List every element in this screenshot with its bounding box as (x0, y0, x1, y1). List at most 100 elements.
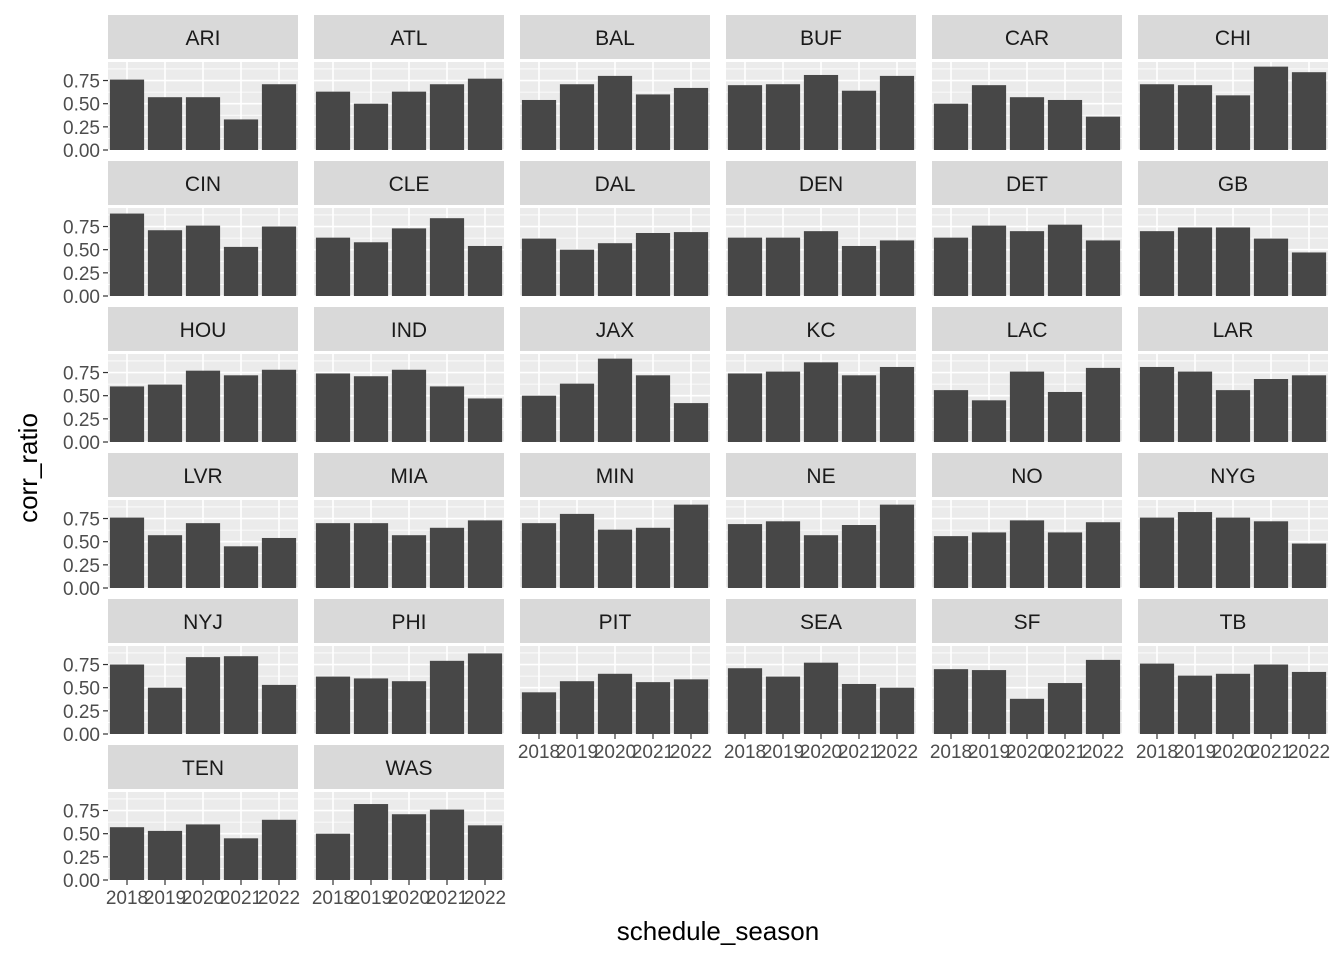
bar (597, 529, 633, 588)
facet-strip (108, 307, 298, 351)
bar (1253, 379, 1289, 442)
facet-strip-label: WAS (385, 757, 432, 780)
bar (1139, 663, 1175, 734)
bar (353, 523, 389, 588)
x-tick-label: 2018 (1136, 742, 1178, 763)
facet-panel-jax: JAX (520, 307, 710, 443)
bar (673, 87, 709, 150)
bar (673, 504, 709, 588)
facet-strip-label: DEN (799, 173, 843, 196)
facet-strip (1138, 453, 1328, 497)
bar (933, 536, 969, 588)
facet-panel-mia: MIA (314, 453, 504, 589)
bar (1047, 532, 1083, 588)
facet-strip (520, 15, 710, 59)
y-axis-title: corr_ratio (13, 413, 43, 523)
bar (635, 94, 671, 150)
bar (185, 657, 221, 734)
bar (971, 400, 1007, 442)
facet-panel-den: DEN (726, 161, 916, 297)
facet-strip-label: BAL (595, 27, 635, 50)
bar (261, 84, 297, 150)
facet-panel-ind: IND (314, 307, 504, 443)
bar (879, 366, 915, 442)
bar (933, 390, 969, 442)
facet-panel-lar: LAR (1138, 307, 1328, 443)
bar (841, 375, 877, 442)
x-tick-label: 2019 (1174, 742, 1216, 763)
bar (353, 376, 389, 442)
facet-panel-buf: BUF (726, 15, 916, 151)
y-tick-label: 0.50 (63, 825, 100, 846)
facet-strip (314, 599, 504, 643)
bar (147, 97, 183, 150)
x-tick-label: 2022 (670, 742, 712, 763)
bar (673, 679, 709, 734)
facet-panel-cle: CLE (314, 161, 504, 297)
bar (597, 358, 633, 442)
bar (803, 231, 839, 296)
bar (803, 535, 839, 588)
y-tick-label: 0.00 (63, 725, 100, 746)
facet-panel-dal: DAL (520, 161, 710, 297)
bar (185, 370, 221, 442)
bar (1139, 517, 1175, 588)
bar (765, 521, 801, 588)
bar (1253, 521, 1289, 588)
bar (223, 119, 259, 150)
bar (521, 692, 557, 734)
facet-panel-gb: GB (1138, 161, 1328, 297)
bar (1085, 240, 1121, 296)
bar (1047, 683, 1083, 734)
facet-panel-lac: LAC (932, 307, 1122, 443)
x-tick-label: 2019 (556, 742, 598, 763)
x-tick-label: 2020 (594, 742, 636, 763)
bar (879, 75, 915, 150)
x-tick-label: 2018 (518, 742, 560, 763)
facet-strip (1138, 161, 1328, 205)
bar (261, 226, 297, 296)
bar (429, 527, 465, 588)
bar (635, 682, 671, 734)
bar (559, 681, 595, 734)
bar (1291, 543, 1327, 588)
bar (109, 386, 145, 442)
bar (1009, 371, 1045, 442)
x-tick-label: 2018 (930, 742, 972, 763)
bar (1085, 116, 1121, 150)
bar (971, 532, 1007, 588)
bar (1291, 72, 1327, 150)
bar (765, 676, 801, 734)
facet-strip (726, 161, 916, 205)
facet-strip-label: TB (1220, 611, 1247, 634)
facet-panel-min: MIN (520, 453, 710, 589)
bar (467, 825, 503, 880)
facet-panel-nyj: NYJ 0.000.250.500.75 (63, 599, 298, 746)
facet-panel-ari: ARI 0.000.250.500.75 (63, 15, 298, 162)
bar (353, 804, 389, 880)
y-tick-label: 0.50 (63, 95, 100, 116)
facet-panel-ne: NE (726, 453, 916, 589)
x-axis-title: schedule_season (617, 916, 819, 946)
facet-strip (932, 453, 1122, 497)
bar (1253, 238, 1289, 296)
facet-strip (314, 307, 504, 351)
bar (1177, 371, 1213, 442)
facet-strip (314, 161, 504, 205)
bar (559, 249, 595, 296)
bar (1085, 659, 1121, 734)
x-tick-label: 2020 (1006, 742, 1048, 763)
x-tick-label: 2018 (724, 742, 766, 763)
bar (521, 523, 557, 588)
bar (933, 669, 969, 734)
bar (147, 687, 183, 734)
bar (933, 103, 969, 150)
bar (559, 513, 595, 588)
bar (147, 384, 183, 442)
facet-panel-kc: KC (726, 307, 916, 443)
facet-strip (726, 599, 916, 643)
bar (147, 230, 183, 296)
y-tick-label: 0.00 (63, 287, 100, 308)
bar (803, 662, 839, 734)
bar (1291, 375, 1327, 442)
